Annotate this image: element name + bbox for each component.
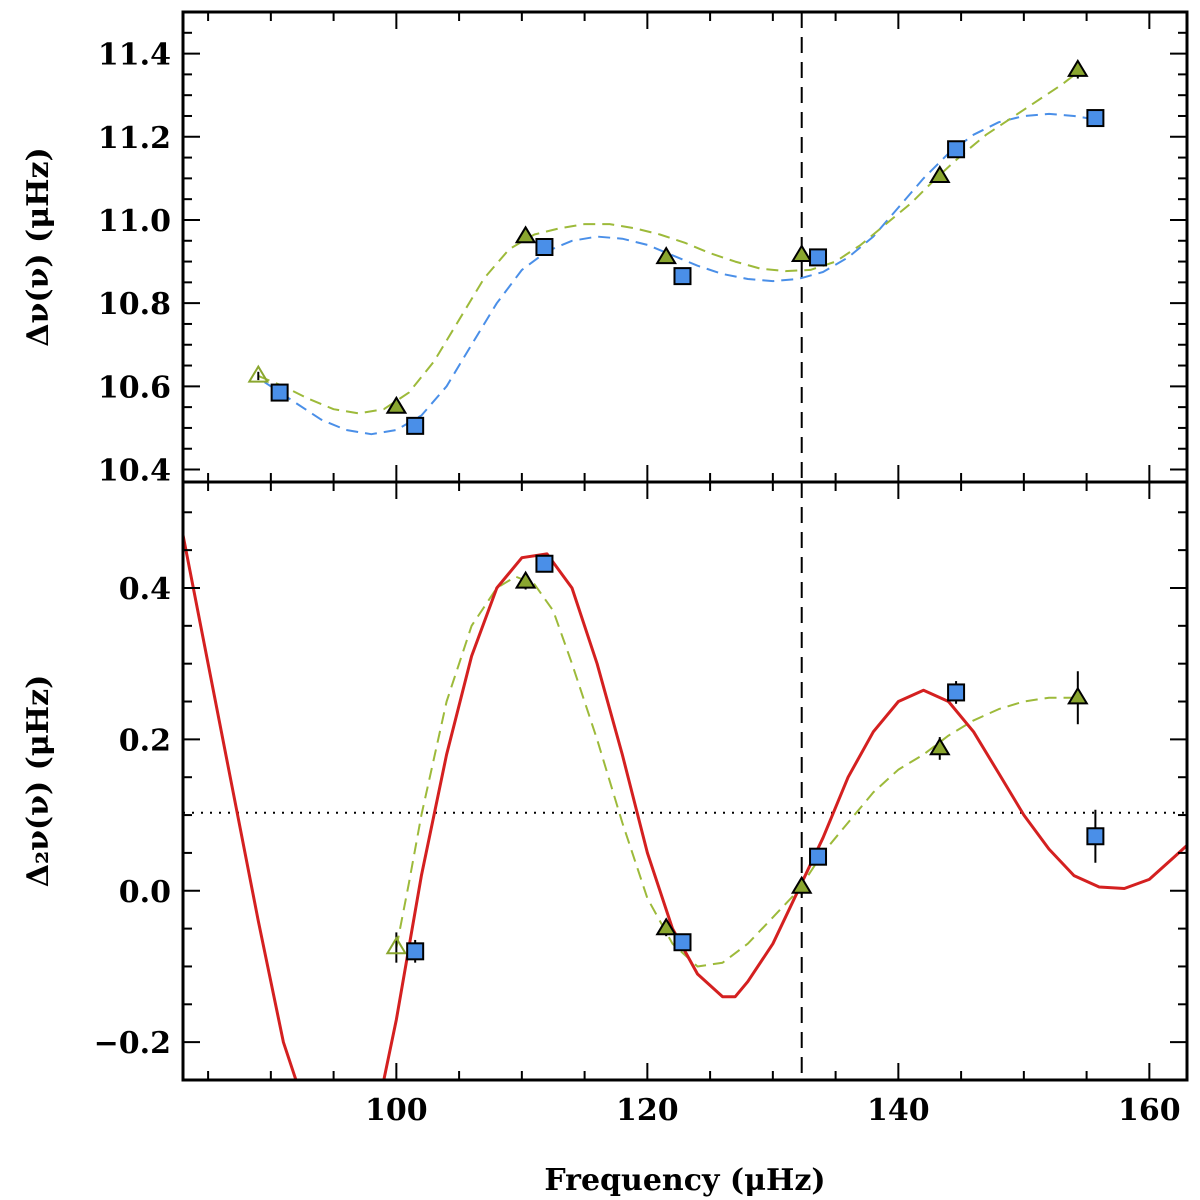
top-triangle-point	[929, 165, 951, 183]
bottom-x-tick-label: 100	[365, 1093, 428, 1128]
top-square-point	[535, 238, 554, 256]
top-y-axis-label: Δν(ν) (μHz)	[21, 147, 56, 346]
bottom-square-point	[673, 933, 692, 952]
bottom-square-point	[947, 683, 966, 702]
top-square-point	[406, 416, 425, 435]
top-square-point	[809, 248, 828, 267]
bottom-axes-frame	[181, 480, 1189, 1082]
top-triangle-point	[514, 225, 537, 244]
bottom-plot-area	[183, 482, 1187, 1080]
top-square-point	[673, 267, 692, 286]
bottom-x-tick-label: 120	[616, 1093, 679, 1128]
top-open-triangle-point	[247, 364, 270, 383]
bottom-triangle-point	[514, 570, 537, 589]
top-square-point	[947, 140, 966, 159]
bottom-triangle-point	[1067, 686, 1089, 705]
bottom-square-point	[1086, 827, 1105, 846]
top-y-tick-label: 10.4	[98, 454, 171, 489]
top-axes: 10.4 10.6 10.8 11.0 11.2 11.4	[98, 10, 1189, 489]
x-axis-label: Frequency (μHz)	[544, 1163, 825, 1198]
top-plot-area	[247, 12, 1105, 482]
bottom-panel: −0.2 0.0 0.2 0.4 100 120 140 160	[94, 480, 1189, 1128]
bottom-y-tick-label: −0.2	[94, 1026, 171, 1061]
bottom-square-point	[406, 942, 425, 961]
bottom-axes: −0.2 0.0 0.2 0.4 100 120 140 160	[94, 480, 1189, 1128]
top-panel: 10.4 10.6 10.8 11.0 11.2 11.4	[98, 10, 1189, 489]
top-y-tick-label: 10.6	[98, 370, 171, 405]
top-y-tick-label: 11.2	[98, 121, 171, 156]
bottom-fit-curve-model	[183, 534, 1187, 1080]
bottom-square-point	[535, 554, 554, 573]
bottom-triangle-point	[929, 737, 951, 756]
bottom-open-triangle-point	[385, 936, 408, 955]
bottom-triangle-point	[655, 917, 677, 936]
top-triangle-point	[655, 246, 677, 265]
top-y-tick-label: 11.0	[98, 204, 171, 239]
bottom-y-tick-label: 0.0	[119, 875, 171, 910]
top-fit-curve-fit_triangle	[257, 71, 1079, 415]
bottom-x-tick-label: 160	[1118, 1093, 1181, 1128]
top-triangle-point	[1067, 58, 1089, 77]
top-triangle-point	[385, 395, 408, 414]
bottom-triangle-point	[790, 875, 813, 894]
bottom-y-axis-label: Δ₂ν(ν) (μHz)	[21, 675, 56, 888]
top-square-point	[270, 383, 289, 402]
top-y-tick-label: 11.4	[98, 38, 171, 73]
top-square-point	[1086, 109, 1105, 128]
bottom-y-tick-label: 0.4	[119, 572, 171, 607]
bottom-x-tick-label: 140	[867, 1093, 930, 1128]
bottom-y-tick-label: 0.2	[119, 723, 171, 758]
bottom-square-point	[809, 847, 828, 866]
top-y-tick-label: 10.8	[98, 287, 171, 322]
top-triangle-point	[790, 244, 813, 262]
bottom-fit-curve-fit_triangle	[395, 575, 1078, 968]
